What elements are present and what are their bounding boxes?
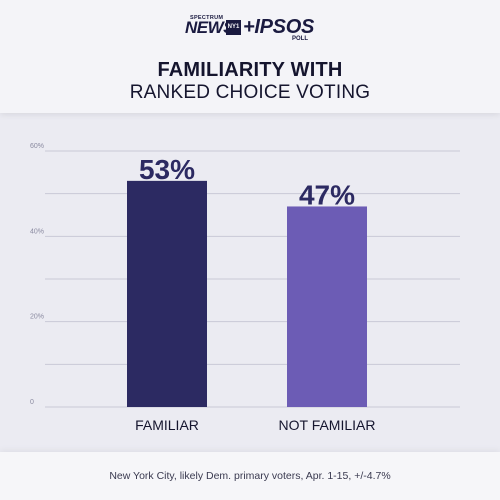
logo-ny1-badge: NY1 <box>226 20 241 35</box>
y-tick-label: 60% <box>30 143 44 150</box>
logo-news-text: NEWS <box>185 18 235 37</box>
category-label: FAMILIAR <box>135 417 199 433</box>
chart-title-line2: RANKED CHOICE VOTING <box>129 82 371 103</box>
bar-chart: 0 20% 40% 60% 53% FAMILIAR 47% NOT FAMILIAR <box>30 143 460 433</box>
chart-footer <box>0 452 500 500</box>
category-label: NOT FAMILIAR <box>279 417 376 433</box>
footnote: New York City, likely Dem. primary voter… <box>109 470 391 482</box>
bar-value-label: 47% <box>299 179 355 210</box>
logo-spectrum-text: SPECTRUM <box>190 15 224 21</box>
bar <box>287 206 367 407</box>
chart-header: SPECTRUM NEWS NY1 +IPSOS POLL FAMILIARIT… <box>0 0 500 113</box>
y-tick-label: 20% <box>30 314 44 321</box>
y-tick-label: 40% <box>30 228 44 235</box>
y-tick-label: 0 <box>30 399 34 406</box>
bar-value-label: 53% <box>139 154 195 185</box>
logo-poll-text: POLL <box>292 36 308 42</box>
bar <box>127 180 207 407</box>
spectrum-news-ipsos-logo: SPECTRUM NEWS NY1 +IPSOS POLL <box>0 9 500 43</box>
logo-ipsos-text: +IPSOS <box>243 16 315 38</box>
chart-title-line1: FAMILIARITY WITH <box>157 59 343 81</box>
